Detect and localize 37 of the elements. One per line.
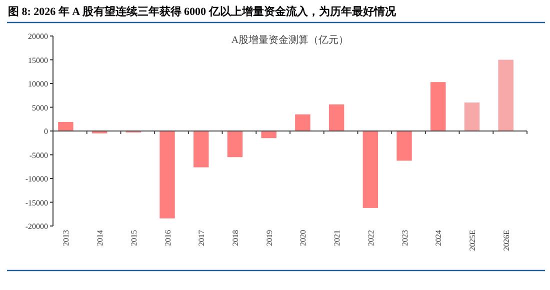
bar bbox=[362, 131, 378, 208]
y-tick-label: -5000 bbox=[29, 150, 48, 160]
x-tick-label: 2021 bbox=[332, 230, 342, 246]
chart-subtitle: A股增量资金测算（亿元） bbox=[231, 34, 349, 46]
bar bbox=[430, 82, 446, 131]
y-tick-label: 15000 bbox=[28, 56, 48, 65]
bar bbox=[396, 131, 412, 161]
y-tick-label: -20000 bbox=[25, 222, 48, 231]
x-tick-label: 2014 bbox=[96, 230, 105, 246]
x-tick-label: 2016 bbox=[163, 230, 172, 246]
bar bbox=[194, 131, 209, 168]
y-tick-label: -15000 bbox=[25, 198, 48, 208]
y-tick-label: 5000 bbox=[32, 103, 48, 112]
bar bbox=[295, 114, 310, 131]
bar bbox=[160, 131, 175, 218]
bar bbox=[464, 102, 480, 131]
x-tick-label: 2015 bbox=[129, 230, 138, 246]
bar bbox=[261, 131, 276, 138]
x-tick-label: 2019 bbox=[264, 230, 274, 246]
chart-title: 图 8: 2026 年 A 股有望连续三年获得 6000 亿以上增量资金流入，为历年最好情况 bbox=[8, 5, 397, 18]
bar bbox=[498, 60, 514, 131]
bar bbox=[58, 122, 74, 131]
x-tick-label: 2022 bbox=[366, 230, 376, 246]
bar bbox=[227, 131, 243, 158]
y-tick-label: 20000 bbox=[28, 32, 48, 41]
y-tick-label: 10000 bbox=[28, 80, 48, 88]
y-tick-label: 0 bbox=[44, 127, 48, 136]
bar bbox=[328, 104, 344, 131]
x-tick-label: 2020 bbox=[298, 230, 308, 246]
y-tick-label: -10000 bbox=[25, 174, 48, 184]
x-tick-label: 2013 bbox=[62, 230, 71, 246]
x-tick-label: 2025E bbox=[468, 230, 477, 251]
x-tick-label: 2017 bbox=[197, 230, 206, 246]
x-tick-label: 2024 bbox=[434, 230, 444, 246]
x-tick-label: 2026E bbox=[502, 230, 511, 251]
x-tick-label: 2023 bbox=[400, 230, 410, 246]
x-tick-label: 2018 bbox=[230, 230, 240, 246]
